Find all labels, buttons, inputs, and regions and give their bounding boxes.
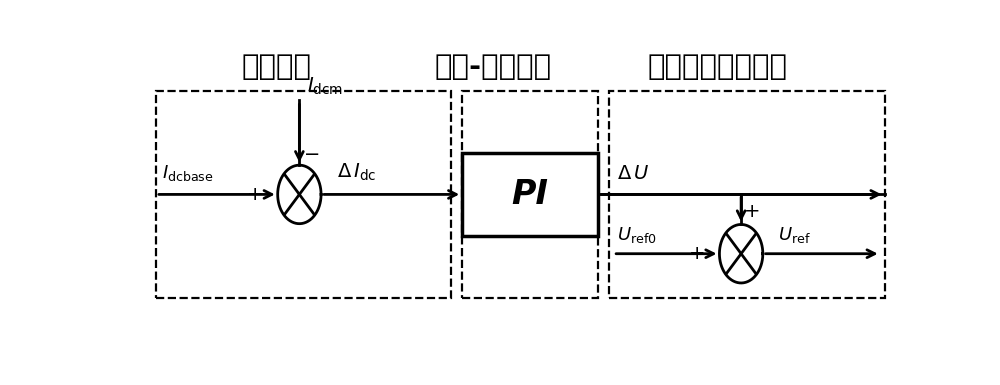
Text: $\Delta\,I_\mathrm{dc}$: $\Delta\,I_\mathrm{dc}$ — [337, 161, 376, 182]
Text: $I_\mathrm{dcm}$: $I_\mathrm{dcm}$ — [307, 76, 343, 97]
Text: $U_\mathrm{ref0}$: $U_\mathrm{ref0}$ — [617, 225, 657, 245]
Text: $+$: $+$ — [246, 185, 262, 204]
Text: $\Delta\,U$: $\Delta\,U$ — [617, 164, 650, 182]
Bar — [609, 91, 885, 298]
Text: $U_\mathrm{ref}$: $U_\mathrm{ref}$ — [778, 225, 811, 245]
Text: 修正直流电压指令: 修正直流电压指令 — [648, 53, 788, 81]
Text: $-$: $-$ — [303, 143, 319, 162]
Text: $I_\mathrm{dcbase}$: $I_\mathrm{dcbase}$ — [162, 162, 214, 182]
Text: 比例-积分环节: 比例-积分环节 — [435, 53, 552, 81]
Bar — [462, 153, 598, 236]
Text: $+$: $+$ — [688, 244, 704, 263]
Bar — [462, 91, 598, 298]
Bar — [156, 91, 450, 298]
Text: PI: PI — [512, 178, 548, 211]
Text: $+$: $+$ — [743, 203, 760, 221]
Text: 电流偏差: 电流偏差 — [241, 53, 311, 81]
